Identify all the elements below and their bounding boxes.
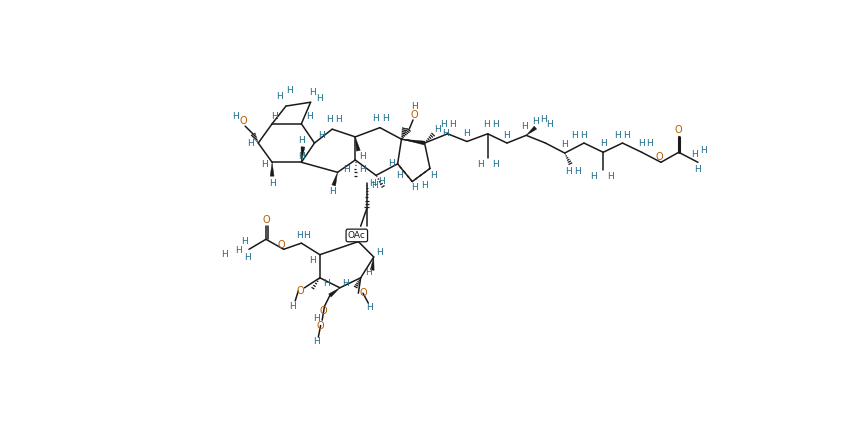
Text: H: H [318, 131, 325, 140]
Text: H: H [532, 117, 539, 126]
Text: H: H [276, 92, 283, 100]
Text: H: H [298, 136, 305, 145]
Text: H: H [600, 138, 606, 148]
Text: H: H [359, 151, 366, 161]
Text: H: H [691, 150, 697, 159]
Text: H: H [287, 86, 294, 95]
Text: H: H [388, 160, 395, 168]
Text: H: H [638, 138, 645, 148]
Polygon shape [301, 147, 305, 162]
Text: O: O [317, 321, 325, 330]
Text: H: H [492, 160, 499, 169]
Text: H: H [614, 131, 620, 140]
Text: H: H [309, 88, 316, 97]
Polygon shape [270, 162, 274, 176]
Text: H: H [221, 250, 228, 259]
Text: H: H [235, 246, 242, 255]
Text: H: H [342, 279, 349, 288]
Text: H: H [483, 120, 489, 129]
Text: H: H [700, 146, 707, 155]
Text: H: H [365, 303, 372, 311]
Text: H: H [646, 138, 653, 148]
Text: H: H [298, 151, 305, 161]
Text: H: H [247, 138, 254, 148]
Text: H: H [372, 114, 378, 123]
Text: H: H [463, 129, 470, 138]
Text: H: H [440, 120, 447, 129]
Text: O: O [239, 116, 247, 127]
Text: O: O [320, 306, 326, 316]
Text: H: H [442, 129, 449, 138]
Text: H: H [574, 167, 581, 176]
Text: H: H [271, 111, 278, 121]
Text: H: H [343, 165, 349, 174]
Text: H: H [365, 268, 372, 277]
Text: H: H [382, 114, 389, 123]
Text: H: H [540, 116, 546, 124]
Text: H: H [411, 103, 418, 111]
Text: H: H [372, 181, 378, 190]
Text: H: H [306, 111, 313, 121]
Text: H: H [421, 181, 428, 190]
Text: H: H [580, 131, 587, 140]
Polygon shape [402, 139, 425, 145]
Text: H: H [521, 122, 528, 130]
Text: H: H [295, 231, 302, 240]
Text: H: H [449, 120, 456, 129]
Text: H: H [369, 179, 376, 188]
Text: H: H [476, 160, 483, 169]
Text: O: O [296, 286, 304, 296]
Text: H: H [359, 165, 365, 174]
Text: H: H [241, 237, 248, 246]
Text: O: O [675, 125, 682, 135]
Polygon shape [371, 257, 374, 271]
Text: H: H [430, 171, 437, 180]
Text: H: H [309, 256, 316, 265]
Text: H: H [591, 172, 598, 181]
Text: H: H [396, 171, 403, 180]
Text: H: H [244, 252, 251, 262]
Text: H: H [313, 314, 320, 323]
Text: H: H [608, 172, 614, 181]
Text: O: O [262, 215, 270, 225]
Text: H: H [377, 248, 384, 257]
Text: H: H [546, 120, 553, 129]
Text: H: H [323, 279, 329, 288]
Text: H: H [565, 167, 572, 176]
Text: H: H [504, 131, 510, 140]
Text: OAc: OAc [348, 231, 365, 240]
Text: H: H [572, 131, 578, 140]
Text: H: H [261, 160, 268, 169]
Polygon shape [355, 137, 360, 151]
Text: H: H [695, 165, 701, 174]
Text: H: H [434, 125, 441, 135]
Polygon shape [329, 288, 339, 297]
Text: H: H [232, 111, 238, 121]
Text: O: O [410, 110, 418, 119]
Text: O: O [277, 240, 285, 250]
Text: H: H [561, 140, 568, 149]
Text: O: O [359, 288, 367, 298]
Text: H: H [411, 183, 418, 192]
Text: H: H [268, 179, 275, 188]
Text: H: H [289, 302, 296, 311]
Text: H: H [492, 120, 499, 129]
Text: H: H [316, 94, 323, 103]
Polygon shape [332, 172, 338, 186]
Text: O: O [656, 152, 663, 162]
Text: H: H [623, 131, 630, 140]
Polygon shape [527, 126, 537, 135]
Text: H: H [313, 337, 320, 346]
Text: H: H [303, 231, 310, 240]
Text: H: H [329, 187, 335, 196]
Text: H: H [335, 116, 342, 124]
Text: H: H [326, 116, 333, 124]
Text: H: H [378, 177, 385, 186]
